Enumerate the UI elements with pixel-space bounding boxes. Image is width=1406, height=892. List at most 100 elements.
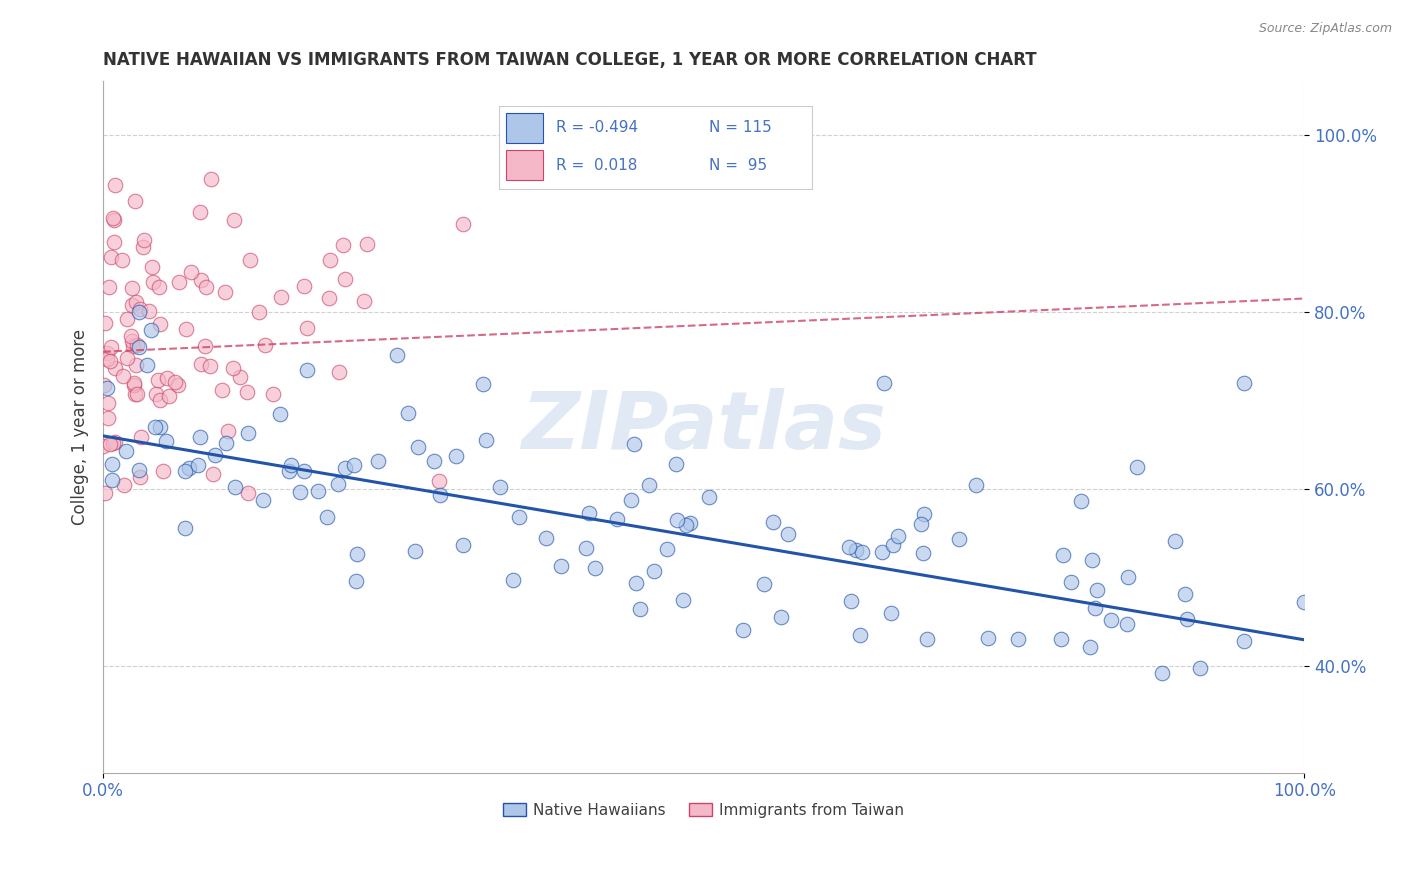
Point	[221, 360, 243, 375]
Point	[665, 457, 688, 471]
Point	[873, 376, 896, 390]
Point	[194, 339, 217, 353]
Point	[252, 493, 274, 508]
Point	[344, 574, 367, 588]
Point	[198, 359, 221, 374]
Point	[628, 602, 651, 616]
Point	[149, 392, 172, 407]
Point	[292, 464, 315, 478]
Point	[880, 607, 903, 621]
Point	[202, 467, 225, 481]
Point	[111, 253, 134, 268]
Legend: Native Hawaiians, Immigrants from Taiwan: Native Hawaiians, Immigrants from Taiwan	[496, 797, 911, 824]
Point	[606, 512, 628, 526]
Point	[318, 291, 340, 305]
Point	[396, 406, 419, 420]
Point	[149, 317, 172, 331]
Point	[346, 547, 368, 561]
Point	[254, 338, 277, 352]
Point	[328, 365, 350, 379]
Point	[583, 561, 606, 575]
Point	[578, 506, 600, 520]
Point	[675, 518, 697, 533]
Point	[1233, 376, 1256, 390]
Point	[188, 429, 211, 443]
Point	[97, 410, 120, 425]
Point	[132, 233, 155, 247]
Point	[288, 484, 311, 499]
Point	[217, 424, 239, 438]
Point	[145, 387, 167, 401]
Point	[169, 275, 191, 289]
Point	[672, 592, 695, 607]
Point	[575, 541, 598, 555]
Point	[228, 370, 250, 384]
Point	[326, 477, 349, 491]
Point	[332, 237, 354, 252]
Text: NATIVE HAWAIIAN VS IMMIGRANTS FROM TAIWAN COLLEGE, 1 YEAR OR MORE CORRELATION CH: NATIVE HAWAIIAN VS IMMIGRANTS FROM TAIWA…	[103, 51, 1036, 69]
Point	[138, 303, 160, 318]
Point	[91, 439, 114, 453]
Point	[666, 512, 689, 526]
Point	[697, 490, 720, 504]
Point	[474, 433, 496, 447]
Point	[406, 440, 429, 454]
Point	[122, 339, 145, 353]
Point	[851, 545, 873, 559]
Point	[103, 436, 125, 450]
Point	[762, 515, 785, 529]
Point	[104, 434, 127, 449]
Point	[239, 252, 262, 267]
Point	[238, 426, 260, 441]
Point	[849, 627, 872, 641]
Point	[623, 436, 645, 450]
Point	[280, 458, 302, 472]
Point	[638, 478, 661, 492]
Point	[128, 462, 150, 476]
Point	[429, 475, 451, 489]
Point	[1007, 632, 1029, 646]
Y-axis label: College, 1 year or more: College, 1 year or more	[72, 329, 89, 525]
Point	[165, 376, 187, 390]
Point	[194, 279, 217, 293]
Point	[769, 609, 792, 624]
Point	[976, 631, 998, 645]
Point	[121, 297, 143, 311]
Point	[620, 493, 643, 508]
Point	[343, 458, 366, 472]
Point	[733, 623, 755, 637]
Point	[101, 457, 124, 471]
Point	[404, 544, 426, 558]
Point	[472, 376, 495, 391]
Point	[131, 240, 153, 254]
Point	[222, 213, 245, 227]
Point	[141, 322, 163, 336]
Point	[104, 178, 127, 192]
Point	[1116, 569, 1139, 583]
Point	[174, 521, 197, 535]
Point	[200, 172, 222, 186]
Point	[508, 509, 530, 524]
Point	[1116, 616, 1139, 631]
Point	[1060, 575, 1083, 590]
Point	[211, 383, 233, 397]
Point	[1052, 548, 1074, 562]
Point	[1150, 665, 1173, 680]
Point	[948, 533, 970, 547]
Point	[96, 346, 118, 360]
Point	[1175, 612, 1198, 626]
Point	[104, 361, 127, 376]
Point	[148, 280, 170, 294]
Point	[1049, 632, 1071, 646]
Point	[1080, 553, 1102, 567]
Point	[149, 419, 172, 434]
Point	[1099, 613, 1122, 627]
Point	[155, 434, 177, 449]
Point	[125, 358, 148, 372]
Point	[870, 545, 893, 559]
Point	[166, 378, 188, 392]
Point	[839, 594, 862, 608]
Point	[93, 377, 115, 392]
Point	[236, 385, 259, 400]
Point	[679, 516, 702, 531]
